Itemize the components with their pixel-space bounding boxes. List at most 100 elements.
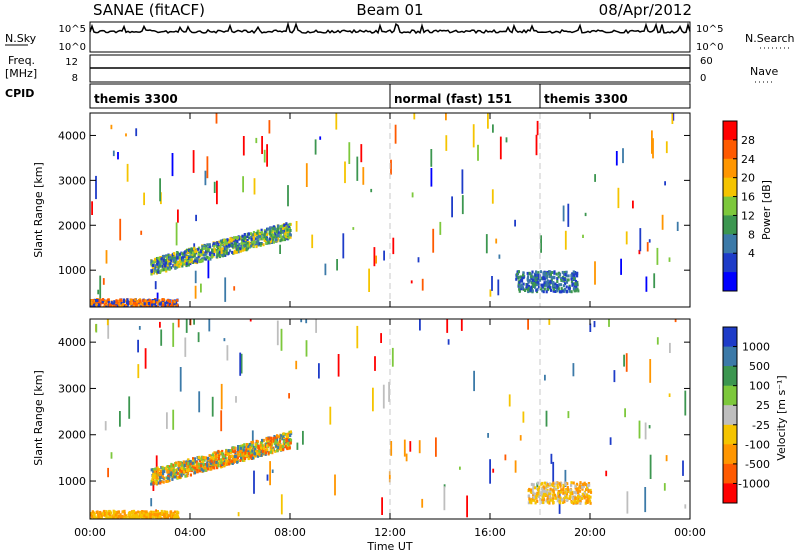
data-cell (148, 298, 151, 302)
data-cell (101, 300, 104, 304)
data-streak (110, 124, 113, 130)
data-cell (172, 466, 175, 470)
data-cell (145, 516, 148, 519)
colorbar-segment (723, 234, 737, 254)
data-cell (152, 260, 155, 264)
data-cell (564, 495, 567, 499)
data-cell (153, 476, 156, 480)
data-cell (531, 278, 535, 282)
data-cell (529, 288, 532, 292)
colorbar-segment (723, 215, 737, 235)
data-cell (260, 441, 263, 445)
data-cell (105, 514, 108, 518)
data-cell (276, 237, 279, 241)
data-streak (253, 178, 256, 195)
data-cell (545, 499, 548, 503)
data-cell (248, 236, 251, 240)
data-cell (516, 272, 519, 276)
data-cell (228, 243, 231, 247)
data-cell (239, 247, 242, 251)
data-cell (545, 280, 548, 284)
data-cell (172, 259, 175, 263)
data-cell (131, 514, 134, 518)
colorbar-frame (722, 326, 738, 504)
data-cell (267, 241, 270, 245)
data-cell (576, 274, 579, 278)
data-cell (567, 490, 570, 493)
data-cell (232, 456, 235, 459)
freq-label-line2: [MHz] (5, 67, 37, 80)
data-cell (536, 282, 539, 286)
data-cell (583, 481, 586, 485)
data-cell (236, 245, 239, 249)
data-cell (218, 451, 221, 455)
data-cell (248, 448, 251, 452)
data-cell (209, 461, 213, 465)
data-cell (533, 285, 537, 289)
data-cell (257, 232, 260, 236)
data-cell (266, 233, 269, 236)
data-cell (95, 299, 98, 303)
data-cell (546, 279, 549, 283)
data-cell (272, 240, 275, 244)
data-streak (138, 326, 141, 330)
colorbar-tick-label: -500 (745, 458, 770, 471)
data-cell (256, 440, 259, 444)
data-streak (177, 209, 179, 223)
y-tick-label: 2000 (58, 429, 86, 442)
data-cell (261, 237, 264, 241)
data-cell (572, 272, 575, 276)
data-cell (170, 256, 173, 260)
data-cell (157, 481, 160, 485)
data-cell (218, 240, 221, 244)
data-cell (233, 458, 236, 462)
data-cell (553, 285, 556, 289)
data-cell (532, 486, 535, 490)
data-cell (225, 457, 228, 461)
data-cell (560, 290, 563, 294)
data-cell (150, 300, 153, 304)
data-cell (141, 514, 144, 517)
data-cell (176, 471, 179, 475)
data-cell (562, 491, 565, 495)
colorbar-tick-label: 1000 (742, 341, 770, 354)
data-streak (356, 325, 359, 349)
data-cell (560, 488, 563, 492)
data-cell (274, 439, 277, 443)
data-cell (226, 462, 229, 466)
data-cell (176, 515, 179, 519)
data-streak (184, 337, 187, 357)
data-cell (162, 256, 165, 260)
data-cell (276, 434, 279, 438)
data-cell (146, 303, 149, 307)
data-cell (568, 284, 571, 288)
data-cell (542, 498, 545, 502)
data-cell (256, 454, 260, 458)
data-cell (271, 238, 275, 242)
data-cell (141, 510, 144, 514)
data-cell (246, 241, 249, 245)
data-cell (216, 461, 219, 465)
data-cell (528, 487, 531, 491)
data-streak (107, 467, 109, 478)
data-cell (289, 438, 293, 442)
data-cell (229, 450, 233, 454)
data-streak (644, 487, 647, 513)
data-cell (565, 280, 569, 284)
data-cell (147, 513, 150, 516)
data-cell (216, 466, 219, 470)
data-cell (587, 497, 591, 501)
data-cell (559, 484, 562, 488)
data-cell (164, 267, 167, 271)
data-cell (546, 497, 549, 501)
data-cell (155, 482, 158, 486)
freq-tick-top: 12 (65, 57, 78, 68)
data-cell (566, 482, 569, 486)
data-cell (274, 238, 277, 242)
data-cell (184, 253, 187, 257)
data-streak (645, 276, 648, 292)
data-streak (95, 323, 98, 333)
data-cell (241, 246, 244, 250)
data-cell (132, 305, 135, 307)
data-cell (107, 512, 111, 516)
